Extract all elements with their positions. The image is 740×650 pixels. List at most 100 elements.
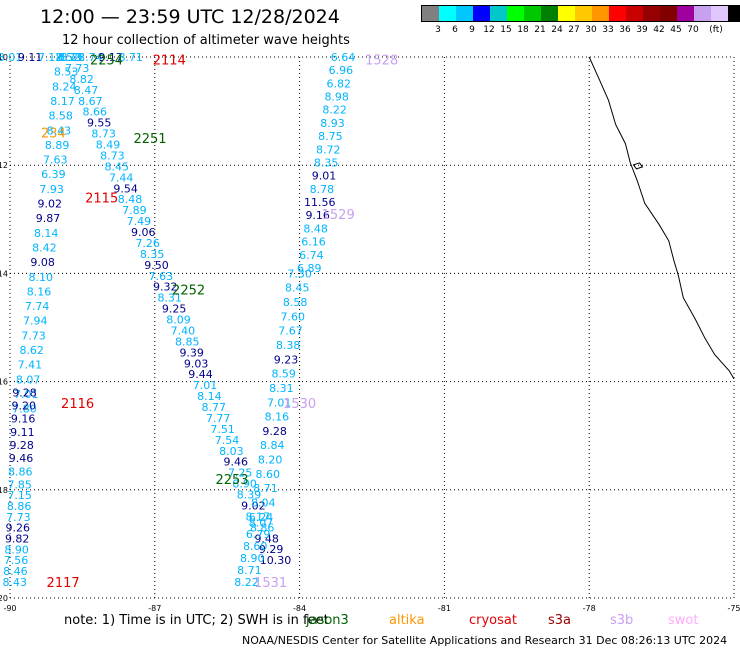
swh-value: 9.44 — [188, 368, 213, 381]
swh-value: 9.20 — [12, 400, 37, 413]
swh-value: 8.52 — [56, 51, 81, 64]
legend-swatch — [490, 6, 507, 21]
satellite-s3b: s3b — [610, 613, 634, 628]
track-2252: 2252 — [172, 284, 205, 299]
swh-value: 9.55 — [87, 117, 112, 130]
swh-value: 8.45 — [105, 160, 130, 173]
legend-swatch — [660, 6, 677, 21]
swh-value: 8.72 — [316, 143, 341, 156]
island-shape — [632, 162, 644, 170]
track-1528: 6.646.966.828.988.228.938.758.728.359.01… — [297, 51, 398, 275]
swh-value: 7.74 — [25, 300, 50, 313]
swh-value: 11.56 — [304, 196, 336, 209]
swh-value: 7.73 — [21, 329, 46, 342]
legend-label: 9 — [469, 25, 475, 35]
swh-value: 8.22 — [322, 104, 347, 117]
swh-value: 9.29 — [259, 543, 284, 556]
swh-value: 9.28 — [262, 425, 287, 438]
legend-label: (ft) — [709, 25, 723, 35]
track-1529: 1529 — [322, 208, 355, 223]
swh-value: 8.22 — [60, 51, 85, 64]
legend-swatch — [694, 6, 711, 21]
legend-label: 45 — [670, 25, 682, 35]
swh-value: 8.35 — [314, 157, 339, 170]
swh-value: 8.90 — [4, 543, 29, 556]
swh-value: 9.06 — [131, 226, 156, 239]
swh-value: 8.71 — [253, 482, 278, 495]
lon-tick-label: -90 — [3, 604, 16, 613]
swh-value: 8.09 — [166, 314, 191, 327]
lat-tick-label: -14 — [0, 269, 8, 278]
legend-label: 18 — [517, 25, 529, 35]
map-axis-ticks: -90 -87 -84 -81 -78 -75 -10 -12 -14 -16 -18 -20 — [0, 53, 740, 613]
legend-label: 12 — [483, 25, 495, 35]
swh-value: 7.40 — [171, 324, 196, 337]
swh-value: 9.16 — [305, 209, 330, 222]
legend-swatch — [541, 6, 558, 21]
lat-tick-label: -16 — [0, 378, 8, 387]
swh-value: 9.46 — [224, 456, 249, 469]
swh-value: 6.89 — [297, 262, 322, 275]
lon-tick-label: -87 — [148, 604, 161, 613]
swh-value: 8.07 — [249, 516, 274, 529]
legend-label: 24 — [551, 25, 563, 35]
legend-label: 6 — [452, 25, 458, 35]
swh-value: 9.01 — [312, 170, 337, 183]
swh-value: 8.75 — [318, 130, 343, 143]
track-id-label: 2117 — [47, 576, 80, 591]
swh-value: 9.46 — [9, 452, 34, 465]
satellite-legend: jason3 altika cryosat s3a s3b swot — [0, 613, 740, 631]
swh-value: 8.85 — [175, 335, 200, 348]
swh-value: 8.89 — [45, 139, 70, 152]
lon-tick-label: -81 — [438, 604, 451, 613]
legend-label: 30 — [585, 25, 597, 35]
swh-value: 7.01 — [193, 379, 218, 392]
track-id-label: 1529 — [322, 208, 355, 223]
swh-value: 7.25 — [228, 467, 253, 480]
legend-swatch — [592, 6, 609, 21]
swh-value: 8.78 — [310, 183, 335, 196]
swh-value: 6.39 — [41, 168, 66, 181]
legend-label: 3 — [435, 25, 441, 35]
swh-value: 7.01 — [267, 396, 292, 409]
legend-label: 70 — [687, 25, 699, 35]
swh-value: 6.16 — [301, 236, 326, 249]
swh-value: 8.43 — [3, 576, 28, 589]
swh-value: 9.02 — [241, 499, 266, 512]
swh-value: 8.31 — [269, 382, 294, 395]
swh-value: 7.15 — [7, 489, 32, 502]
track-id-label: 2114 — [153, 54, 186, 69]
swh-value: 6.74 — [299, 249, 324, 262]
swh-value: 8.98 — [324, 91, 349, 104]
legend-swatch — [677, 6, 694, 21]
swh-value: 7.80 — [12, 403, 37, 416]
swh-value: 9.32 — [153, 281, 178, 294]
legend-swatch — [439, 6, 456, 21]
satellite-altika: altika — [389, 613, 425, 628]
swh-value: 8.62 — [19, 344, 44, 357]
note-text: note: 1) Time is in UTC; 2) SWH is in fe… — [64, 613, 329, 628]
legend-label: 39 — [636, 25, 648, 35]
swh-value: 8.48 — [303, 222, 328, 235]
legend-labels: 3 6 9 12 15 18 21 24 27 30 33 36 39 42 45 70 (ft) — [421, 25, 740, 37]
swh-value: 8.39 — [237, 489, 262, 502]
coastline-path — [588, 56, 735, 380]
track-id-label: 1531 — [254, 576, 287, 591]
swh-value: 8.77 — [202, 401, 227, 414]
swh-value: 6.82 — [327, 77, 352, 90]
swh-value: 8.10 — [29, 271, 54, 284]
legend-label: 27 — [568, 25, 580, 35]
swh-value: 8.31 — [157, 292, 182, 305]
swh-value: 8.16 — [27, 285, 52, 298]
track-id-label: 234 — [41, 127, 66, 142]
lat-tick-label: -10 — [0, 53, 8, 62]
swh-value: 8.90 — [232, 478, 257, 491]
track-id-label: 1530 — [283, 397, 316, 412]
swh-value: 7.30 — [287, 267, 312, 280]
swh-value: 8.49 — [96, 139, 121, 152]
swh-value: 8.67 — [78, 95, 103, 108]
swh-value: 7.41 — [18, 359, 43, 372]
swh-value: 7.01 — [14, 388, 39, 401]
swh-value: 9.87 — [36, 212, 61, 225]
